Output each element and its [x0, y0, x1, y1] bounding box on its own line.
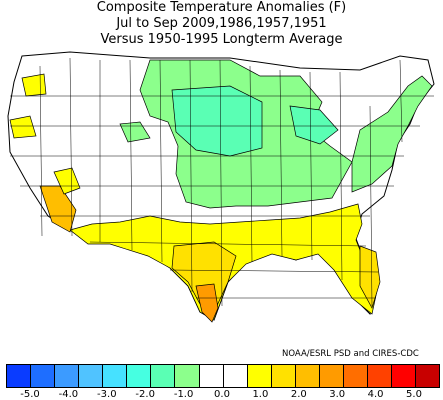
- color-scale-cell: [295, 365, 320, 387]
- color-scale-tick-label: 2.0: [290, 389, 307, 400]
- color-scale-cell: [103, 365, 128, 387]
- color-scale-tick-label: 3.0: [329, 389, 346, 400]
- color-scale-cell: [31, 365, 56, 387]
- color-scale-tick-label: 4.0: [367, 389, 384, 400]
- color-scale-cell: [151, 365, 176, 387]
- color-scale-cell: [55, 365, 80, 387]
- color-scale-cell: [416, 365, 440, 387]
- color-scale-tick-label: -5.0: [20, 389, 40, 400]
- color-scale-cell: [223, 365, 248, 387]
- division-boundaries: [10, 57, 434, 307]
- color-scale-cell: [79, 365, 104, 387]
- color-scale-tick-label: -4.0: [58, 389, 79, 400]
- color-scale-cell: [7, 365, 32, 387]
- color-scale-tick-label: -3.0: [97, 389, 117, 400]
- warm-anomaly-northwest-2: [9, 115, 37, 139]
- color-scale-cell: [199, 365, 224, 387]
- warm-anomaly-florida: [359, 245, 381, 309]
- color-scale-tick-label: 5.0: [406, 389, 422, 400]
- color-scale-bar: [6, 364, 440, 388]
- map-period: Jul to Sep 2009,1986,1957,1951: [116, 16, 327, 31]
- color-scale-cell: [247, 365, 272, 387]
- data-credit: NOAA/ESRL PSD and CIRES-CDC: [282, 349, 419, 359]
- color-scale-cell: [175, 365, 200, 387]
- cool-anomaly-northern-plains: [171, 85, 263, 157]
- cool-anomaly-mountain-west: [119, 121, 151, 143]
- warm-anomaly-northwest-1: [21, 73, 47, 97]
- color-scale-cell: [392, 365, 417, 387]
- cool-anomaly-upper-midwest: [289, 105, 339, 145]
- cool-anomaly-northeast: [351, 75, 433, 193]
- map-title: Composite Temperature Anomalies (F): [96, 0, 347, 15]
- color-scale-cell: [343, 365, 368, 387]
- us-climate-division-map: [7, 51, 435, 323]
- color-scale-cell: [271, 365, 296, 387]
- color-scale-tick-label: 0.0: [214, 389, 230, 400]
- color-scale-tick-label: -2.0: [135, 389, 155, 400]
- color-scale-cell: [127, 365, 152, 387]
- color-scale-tick-label: -1.0: [173, 389, 194, 400]
- color-scale-tick-label: 1.0: [252, 389, 269, 400]
- warm-anomaly-nevada: [53, 167, 81, 195]
- color-scale-cell: [367, 365, 392, 387]
- map-baseline: Versus 1950-1995 Longterm Average: [100, 32, 343, 47]
- color-scale-cell: [319, 365, 344, 387]
- warm-anomaly-south-texas: [195, 283, 219, 323]
